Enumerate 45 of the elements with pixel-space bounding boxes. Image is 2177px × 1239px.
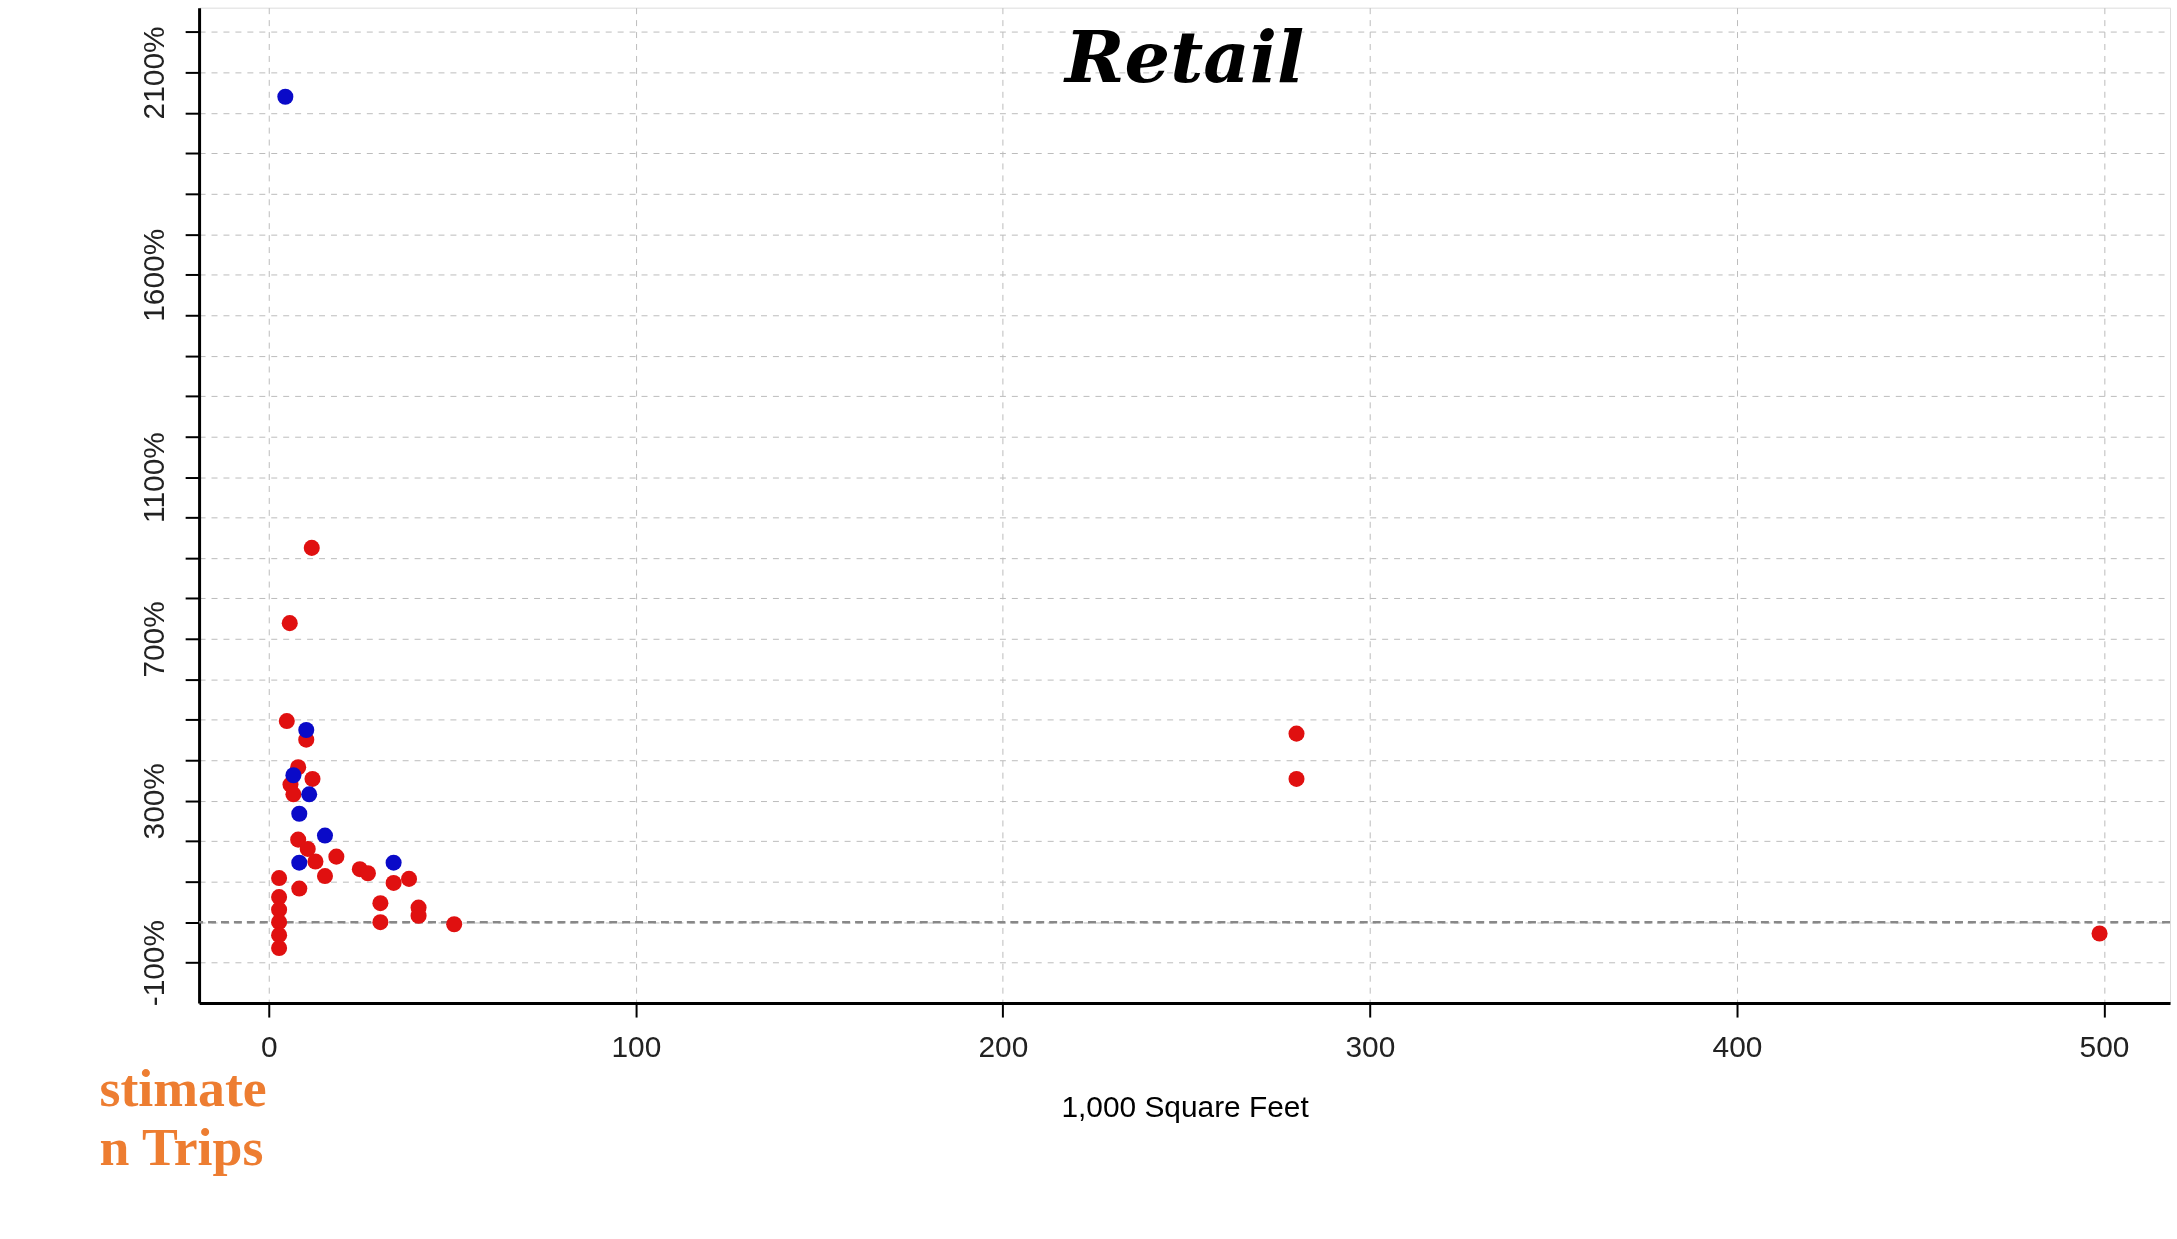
x-tick-label: 500 xyxy=(2079,1030,2130,1064)
x-tick-label: 300 xyxy=(1345,1030,1396,1064)
x-tick-label: 100 xyxy=(611,1030,662,1064)
point xyxy=(290,831,307,848)
point xyxy=(372,914,389,931)
x-axis-title: 1,000 Square Feet xyxy=(1061,1090,1310,1124)
point xyxy=(291,854,308,871)
y-tick-label: -100% xyxy=(136,919,170,1007)
x-tick-label: 200 xyxy=(978,1030,1029,1064)
point xyxy=(278,713,295,730)
point xyxy=(277,88,294,105)
point xyxy=(316,827,333,844)
point xyxy=(304,770,321,787)
point xyxy=(401,870,418,887)
y-tick-label: 1600% xyxy=(136,228,170,322)
text: n Trips xyxy=(99,1117,264,1178)
point xyxy=(307,853,324,870)
point xyxy=(298,721,315,738)
x-tick-label: 400 xyxy=(1712,1030,1763,1064)
point xyxy=(291,880,308,897)
point xyxy=(446,916,463,933)
y-tick-label: 1100% xyxy=(136,432,170,523)
point xyxy=(316,868,333,885)
point xyxy=(359,865,376,882)
y-tick-label: 700% xyxy=(136,601,170,678)
point xyxy=(372,895,389,912)
point xyxy=(281,615,298,632)
point xyxy=(271,940,288,957)
point xyxy=(385,874,402,891)
y-tick-label: 300% xyxy=(136,763,170,840)
point xyxy=(285,767,302,784)
point xyxy=(291,805,308,822)
point xyxy=(301,786,318,803)
point xyxy=(2091,925,2108,942)
point xyxy=(299,840,316,857)
point xyxy=(328,848,345,865)
y-tick-label: 2100% xyxy=(136,26,170,120)
point xyxy=(271,870,288,887)
point xyxy=(1288,725,1305,742)
point xyxy=(271,914,288,931)
point xyxy=(303,539,320,556)
point xyxy=(1288,770,1305,787)
point xyxy=(285,786,302,803)
point xyxy=(385,854,402,871)
chart-title: Retail xyxy=(1063,15,1305,100)
